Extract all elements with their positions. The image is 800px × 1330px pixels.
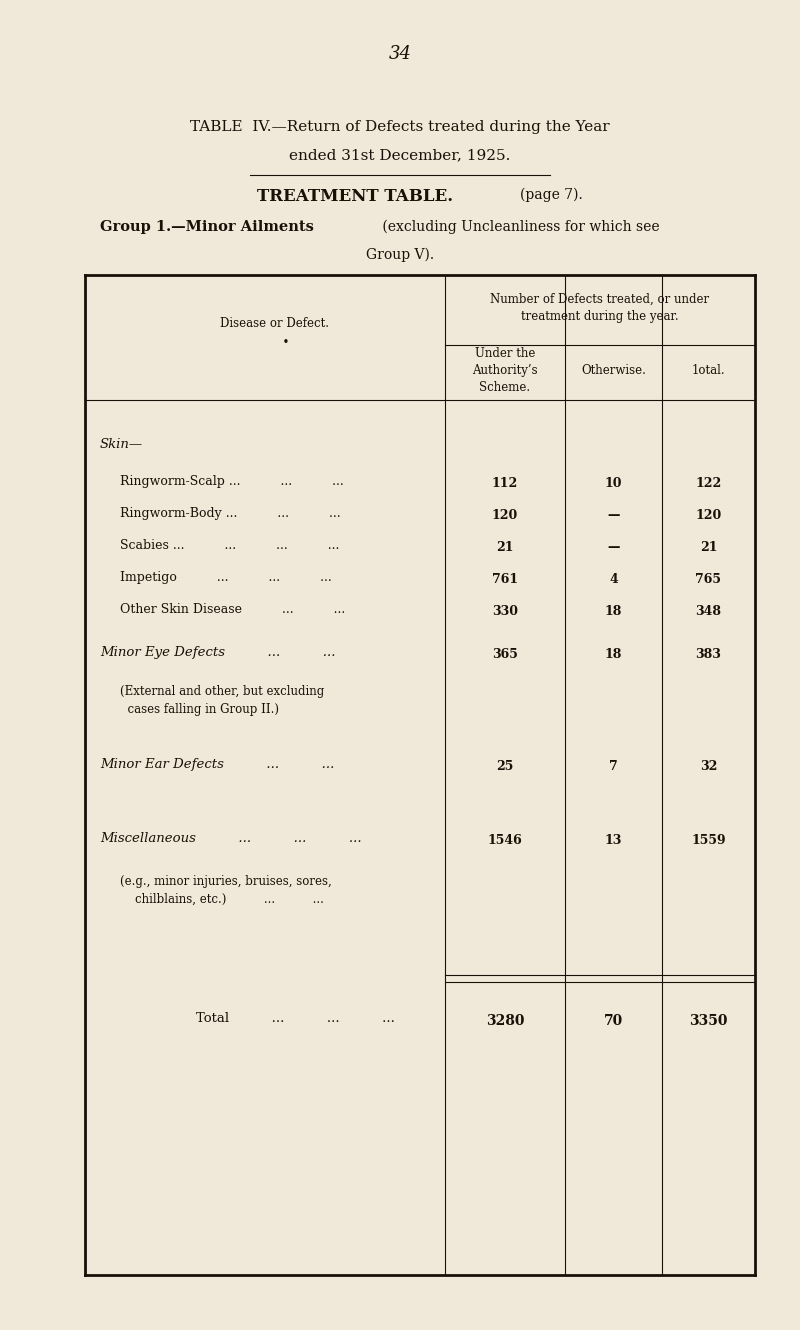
Text: Other Skin Disease          ...          ...: Other Skin Disease ... ... (120, 602, 346, 616)
Text: Minor Ear Defects          ...          ...: Minor Ear Defects ... ... (100, 758, 334, 771)
Text: 21: 21 (700, 541, 718, 555)
Text: 122: 122 (695, 477, 722, 489)
Text: Skin—: Skin— (100, 438, 143, 451)
Text: Under the
Authority’s
Scheme.: Under the Authority’s Scheme. (472, 347, 538, 394)
Text: Scabies ...          ...          ...          ...: Scabies ... ... ... ... (120, 539, 339, 552)
Text: 112: 112 (492, 477, 518, 489)
Text: 761: 761 (492, 573, 518, 587)
Text: Disease or Defect.
      •: Disease or Defect. • (221, 317, 330, 348)
Text: Group 1.—Minor Ailments: Group 1.—Minor Ailments (100, 219, 314, 234)
Text: Impetigo          ...          ...          ...: Impetigo ... ... ... (120, 571, 332, 584)
Text: Ringworm-Scalp ...          ...          ...: Ringworm-Scalp ... ... ... (120, 475, 344, 488)
Text: 4: 4 (609, 573, 618, 587)
Text: 120: 120 (695, 509, 722, 521)
Text: (excluding Uncleanliness for which see: (excluding Uncleanliness for which see (378, 219, 660, 234)
Text: (e.g., minor injuries, bruises, sores,
    chilblains, etc.)          ...       : (e.g., minor injuries, bruises, sores, c… (120, 875, 332, 906)
Text: Otherwise.: Otherwise. (581, 364, 646, 376)
Text: TABLE  IV.—Return of Defects treated during the Year: TABLE IV.—Return of Defects treated duri… (190, 120, 610, 134)
Text: Minor Eye Defects          ...          ...: Minor Eye Defects ... ... (100, 646, 335, 658)
Text: Total          ...          ...          ...: Total ... ... ... (195, 1012, 394, 1025)
Text: 7: 7 (609, 759, 618, 773)
Text: Number of Defects treated, or under
treatment during the year.: Number of Defects treated, or under trea… (490, 293, 710, 323)
Text: 3280: 3280 (486, 1013, 524, 1028)
Text: 25: 25 (496, 759, 514, 773)
Text: 383: 383 (695, 648, 722, 661)
Text: 1559: 1559 (691, 834, 726, 847)
Text: 348: 348 (695, 605, 722, 618)
Text: 34: 34 (389, 45, 411, 63)
Text: 3350: 3350 (690, 1013, 728, 1028)
Text: 1otal.: 1otal. (692, 364, 726, 376)
Text: 120: 120 (492, 509, 518, 521)
Text: 765: 765 (695, 573, 722, 587)
Text: (page 7).: (page 7). (520, 188, 582, 202)
Text: 330: 330 (492, 605, 518, 618)
Text: 365: 365 (492, 648, 518, 661)
Text: (External and other, but excluding
  cases falling in Group II.): (External and other, but excluding cases… (120, 685, 324, 716)
Text: ended 31st December, 1925.: ended 31st December, 1925. (290, 148, 510, 162)
Text: 10: 10 (605, 477, 622, 489)
Text: 18: 18 (605, 605, 622, 618)
Text: Ringworm-Body ...          ...          ...: Ringworm-Body ... ... ... (120, 507, 341, 520)
Text: 70: 70 (604, 1013, 623, 1028)
Text: 1546: 1546 (488, 834, 522, 847)
Text: 13: 13 (605, 834, 622, 847)
Text: Miscellaneous          ...          ...          ...: Miscellaneous ... ... ... (100, 833, 362, 845)
Text: TREATMENT TABLE.: TREATMENT TABLE. (257, 188, 453, 205)
Text: Group V).: Group V). (366, 247, 434, 262)
Text: 32: 32 (700, 759, 717, 773)
Text: —: — (607, 509, 620, 521)
Text: 18: 18 (605, 648, 622, 661)
Text: 21: 21 (496, 541, 514, 555)
Text: —: — (607, 541, 620, 555)
